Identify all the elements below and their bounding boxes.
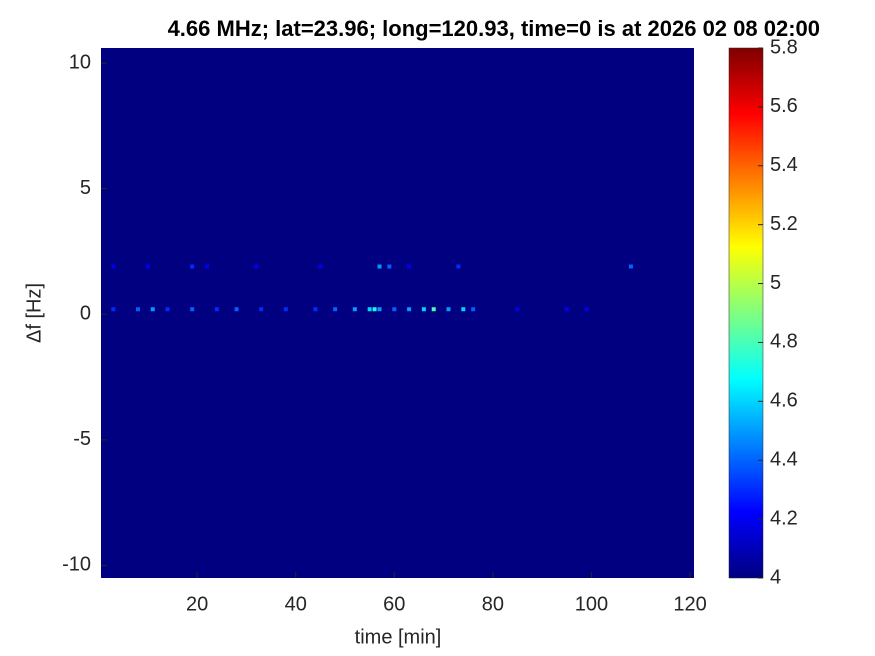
colorbar-tick-label: 5.8 — [770, 36, 798, 58]
heatmap-cell — [628, 264, 633, 269]
heatmap-cell — [259, 307, 264, 312]
y-tick-label: -10 — [62, 554, 91, 576]
heatmap-cell — [135, 307, 140, 312]
colorbar-tick-label: 5.2 — [770, 213, 798, 235]
heatmap-cell — [431, 307, 436, 312]
heatmap-cell — [352, 307, 357, 312]
chart-title: 4.66 MHz; lat=23.96; long=120.93, time=0… — [168, 16, 820, 41]
x-tick-label: 40 — [285, 593, 307, 615]
colorbar — [728, 47, 764, 579]
heatmap-cell — [111, 307, 116, 312]
heatmap-cell — [283, 307, 288, 312]
heatmap-cell — [377, 307, 382, 312]
x-tick-label: 80 — [482, 593, 504, 615]
colorbar-tick-label: 4.6 — [770, 390, 798, 412]
x-tick-label: 100 — [575, 593, 608, 615]
colorbar-tick-label: 5.6 — [770, 95, 798, 117]
heatmap-cell — [145, 264, 150, 269]
heatmap-cell — [584, 307, 589, 312]
colorbar-tick-label: 4 — [770, 566, 781, 588]
y-tick-label: 5 — [80, 177, 91, 199]
heatmap-cell — [333, 307, 338, 312]
heatmap-cell — [461, 307, 466, 312]
heatmap-cell — [150, 307, 155, 312]
heatmap-cell — [421, 307, 426, 312]
colorbar-tick-label: 4.8 — [770, 331, 798, 353]
colorbar-tick-label: 5 — [770, 272, 781, 294]
heatmap-cell — [446, 307, 451, 312]
x-axis-label: time [min] — [355, 626, 442, 648]
heatmap-cell — [165, 307, 170, 312]
heatmap-cell — [214, 307, 219, 312]
y-tick-label: 0 — [80, 303, 91, 325]
heatmap-cell — [318, 264, 323, 269]
heatmap-cell — [387, 264, 392, 269]
heatmap-cell — [190, 264, 195, 269]
heatmap-cell — [515, 307, 520, 312]
heatmap-cell — [377, 264, 382, 269]
y-tick-label: -5 — [73, 428, 91, 450]
heatmap-cell — [407, 307, 412, 312]
heatmap-cell — [367, 307, 372, 312]
heatmap-cell — [372, 307, 377, 312]
heatmap-cell — [234, 307, 239, 312]
heatmap-cell — [190, 307, 195, 312]
heatmap-cell — [313, 307, 318, 312]
y-tick-label: 10 — [69, 51, 91, 73]
x-tick-label: 120 — [673, 593, 706, 615]
heatmap-cell — [111, 264, 116, 269]
x-tick-label: 20 — [186, 593, 208, 615]
heatmap-background — [101, 48, 694, 578]
heatmap-cell — [204, 264, 209, 269]
heatmap-cell — [254, 264, 259, 269]
colorbar-tick-label: 4.4 — [770, 449, 798, 471]
heatmap-cell — [471, 307, 476, 312]
heatmap-cell — [456, 264, 461, 269]
colorbar-tick-label: 4.2 — [770, 507, 798, 529]
colorbar-tick-label: 5.4 — [770, 154, 798, 176]
y-axis-label: Δf [Hz] — [23, 283, 45, 343]
heatmap-cell — [564, 307, 569, 312]
x-tick-label: 60 — [383, 593, 405, 615]
heatmap-cell — [392, 307, 397, 312]
heatmap-cell — [407, 264, 412, 269]
